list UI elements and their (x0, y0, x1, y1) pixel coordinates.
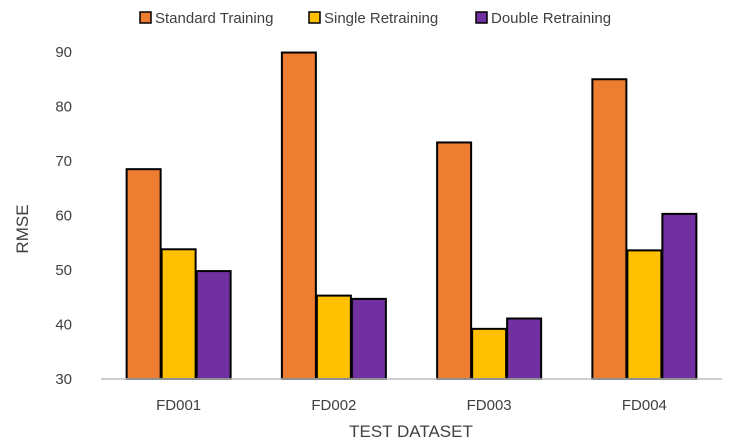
x-tick-label: FD001 (156, 397, 201, 414)
bar (471, 327, 508, 380)
bars (125, 51, 698, 381)
bar (195, 270, 232, 380)
legend-swatch (475, 11, 488, 24)
legend-label: Double Retraining (491, 10, 611, 27)
x-tick-label: FD004 (622, 397, 667, 414)
bar (315, 294, 352, 380)
y-tick-label: 40 (55, 317, 72, 334)
y-tick-label: 80 (55, 99, 72, 116)
legend-swatch (308, 11, 321, 24)
bar (436, 141, 473, 380)
bar (160, 248, 197, 380)
bar (506, 317, 543, 381)
x-axis: FD001 FD002 FD003 FD004 (101, 378, 722, 414)
bar (125, 168, 162, 380)
y-tick-label: 60 (55, 208, 72, 225)
y-tick-label: 50 (55, 262, 72, 279)
y-tick-label: 30 (55, 371, 72, 388)
bar (280, 51, 317, 380)
bar (626, 249, 663, 380)
y-tick-label: 90 (55, 44, 72, 61)
legend: Standard Training Single Retraining Double… (139, 10, 611, 27)
y-tick-label: 70 (55, 153, 72, 170)
bar (661, 212, 698, 380)
legend-label: Single Retraining (324, 10, 438, 27)
legend-label: Standard Training (155, 10, 273, 27)
x-tick-label: FD002 (311, 397, 356, 414)
x-tick-label: FD003 (467, 397, 512, 414)
legend-swatch (139, 11, 152, 24)
bar (591, 78, 628, 380)
x-axis-title: TEST DATASET (349, 422, 473, 441)
y-axis: 30 40 50 60 70 80 90 (55, 44, 72, 388)
bar (350, 297, 387, 381)
y-axis-title: RMSE (13, 204, 32, 253)
